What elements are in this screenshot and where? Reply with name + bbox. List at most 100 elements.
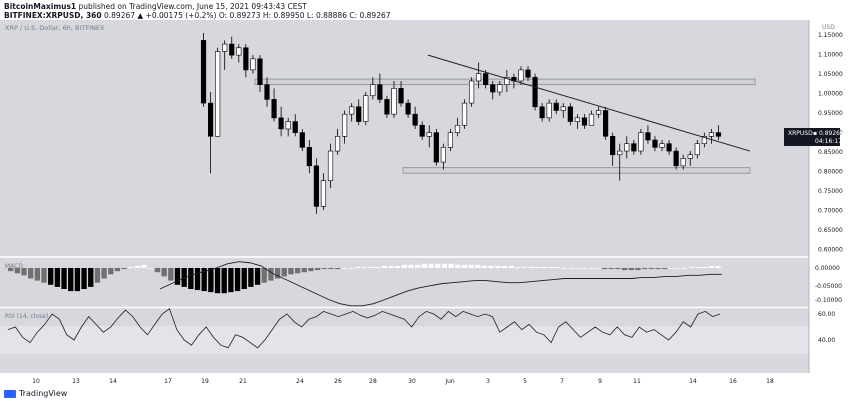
macd-histogram-bar [208, 268, 214, 293]
macd-tick-label: -0.10000 [815, 297, 842, 304]
macd-histogram-bar [668, 268, 674, 269]
time-tick-label: 24 [296, 378, 304, 385]
candle [440, 143, 446, 170]
candle [229, 36, 235, 59]
macd-histogram-bar [648, 268, 654, 270]
candle [313, 158, 319, 214]
candle [666, 140, 672, 155]
macd-axis: 0.00000 -0.05000 -0.10000 [815, 265, 842, 304]
price-tick-label: 0.60000 [818, 247, 843, 254]
macd-histogram-bar [375, 266, 381, 268]
candle [588, 110, 595, 126]
candle [299, 128, 305, 152]
last-price-label[interactable]: XRPUSD ▪ 0.89267 04:16:17 [784, 128, 844, 146]
price-change: 0.89267 ▲ +0.00175 (+0.2%) [104, 11, 217, 20]
macd-histogram-bar [475, 264, 481, 268]
macd-histogram-bar [628, 268, 634, 271]
candle [539, 103, 545, 122]
candle [645, 125, 651, 144]
macd-histogram-bar [194, 268, 201, 291]
time-tick-label: 30 [408, 378, 416, 385]
time-tick-label: 19 [201, 378, 209, 385]
candle [426, 125, 432, 148]
tradingview-logo-icon [4, 389, 16, 398]
trendline-layer [427, 54, 751, 152]
candle [306, 140, 312, 174]
macd-label: MACD [5, 263, 23, 270]
candle [363, 92, 369, 126]
macd-histogram-bar [695, 266, 701, 268]
macd-histogram-bar [621, 268, 628, 271]
macd-histogram-bar [541, 266, 548, 268]
price-tick-label: 1.05000 [818, 71, 843, 78]
time-tick-label: 14 [689, 378, 697, 385]
macd-histogram-bar [688, 266, 694, 268]
candle [694, 140, 700, 159]
candle [200, 33, 207, 107]
macd-histogram-bar [141, 264, 147, 268]
macd-histogram-bar [48, 268, 54, 285]
rsi-layer [7, 308, 721, 349]
candle [405, 99, 411, 118]
macd-histogram-bar [635, 268, 641, 271]
macd-histogram-bar [715, 265, 721, 268]
macd-histogram-bar [421, 263, 428, 268]
candle [595, 106, 602, 118]
footer[interactable]: TradingView [4, 389, 67, 398]
rsi-tick-label: 40.00 [818, 337, 835, 344]
candle [271, 88, 277, 122]
time-tick-label: Jun [444, 378, 455, 385]
macd-histogram-bar [655, 268, 661, 270]
countdown: 04:16:17 [815, 138, 842, 145]
plot-panes [0, 20, 810, 373]
time-tick-label: 14 [109, 378, 117, 385]
macd-tick-label: -0.05000 [815, 283, 842, 290]
candle [447, 128, 454, 152]
macd-histogram-bar [228, 268, 234, 293]
candle [342, 110, 348, 144]
macd-histogram-bar [615, 268, 621, 270]
candle [257, 55, 263, 93]
candle [370, 77, 376, 100]
candle [504, 69, 510, 93]
candle [356, 99, 362, 126]
candle [638, 128, 644, 155]
price-tick-label: 0.70000 [818, 208, 843, 215]
macd-histogram-bar [54, 268, 61, 287]
candle [461, 99, 468, 129]
candle [560, 103, 566, 118]
macd-histogram-bar [388, 265, 394, 268]
candles-layer [200, 33, 722, 214]
candle [483, 69, 489, 89]
price-pane-bg [0, 20, 809, 257]
macd-histogram-bar [608, 268, 614, 270]
macd-histogram-bar [268, 268, 274, 281]
candle [659, 140, 665, 152]
macd-histogram-bar [661, 268, 668, 270]
brand-name: TradingView [19, 389, 68, 398]
price-tick-label: 1.10000 [818, 52, 843, 59]
macd-histogram-bar [468, 264, 474, 268]
candle [532, 73, 538, 111]
time-tick-label: 5 [523, 378, 527, 385]
candle [497, 80, 503, 96]
macd-histogram-bar [401, 264, 408, 268]
macd-signal-line [159, 261, 722, 307]
candle [349, 103, 355, 122]
last-price-value: ▪ 0.89267 [813, 130, 844, 137]
candle [327, 143, 334, 188]
macd-histogram-bar [8, 268, 14, 272]
candle [603, 106, 609, 140]
price-tick-label: 0.85000 [818, 149, 843, 156]
candle [207, 92, 214, 174]
macd-histogram-bar [501, 265, 508, 268]
macd-histogram-bar [354, 266, 361, 268]
macd-histogram-bar [168, 268, 174, 281]
candle [553, 99, 559, 115]
macd-histogram-bar [535, 266, 541, 268]
candle [398, 80, 404, 107]
macd-histogram-bar [294, 268, 301, 274]
candle [468, 77, 475, 107]
price-tick-label: 0.95000 [818, 110, 843, 117]
